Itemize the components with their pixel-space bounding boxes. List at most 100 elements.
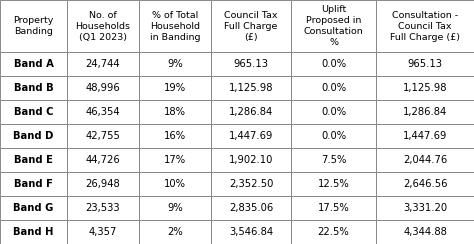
Bar xyxy=(0,220,67,244)
Text: Band G: Band G xyxy=(13,203,54,213)
Text: 23,533: 23,533 xyxy=(86,203,120,213)
Text: 2%: 2% xyxy=(167,227,183,237)
Bar xyxy=(67,220,139,244)
Bar xyxy=(139,100,211,124)
Bar xyxy=(67,76,139,100)
Text: 26,948: 26,948 xyxy=(86,179,120,189)
Text: No. of
Households
(Q1 2023): No. of Households (Q1 2023) xyxy=(75,11,130,42)
Bar xyxy=(291,220,376,244)
Text: 17%: 17% xyxy=(164,155,186,165)
Bar xyxy=(376,196,474,220)
Bar xyxy=(67,100,139,124)
Text: 2,646.56: 2,646.56 xyxy=(403,179,447,189)
Bar xyxy=(291,148,376,172)
Text: 965.13: 965.13 xyxy=(408,60,443,70)
Text: 1,125.98: 1,125.98 xyxy=(229,83,273,93)
Text: 16%: 16% xyxy=(164,131,186,141)
Text: 0.0%: 0.0% xyxy=(321,107,346,117)
Text: 3,546.84: 3,546.84 xyxy=(229,227,273,237)
Text: Uplift
Proposed in
Consultation
%: Uplift Proposed in Consultation % xyxy=(304,5,364,47)
Bar xyxy=(0,124,67,148)
Text: 19%: 19% xyxy=(164,83,186,93)
Bar xyxy=(291,172,376,196)
Text: Band H: Band H xyxy=(13,227,54,237)
Bar xyxy=(0,52,67,76)
Text: 44,726: 44,726 xyxy=(86,155,120,165)
Bar xyxy=(376,100,474,124)
Text: % of Total
Household
in Banding: % of Total Household in Banding xyxy=(150,11,201,42)
Bar xyxy=(211,100,291,124)
Text: 22.5%: 22.5% xyxy=(318,227,349,237)
Bar xyxy=(0,148,67,172)
Bar xyxy=(211,52,291,76)
Text: 2,044.76: 2,044.76 xyxy=(403,155,447,165)
Bar xyxy=(291,100,376,124)
Bar xyxy=(139,76,211,100)
Bar xyxy=(211,172,291,196)
Text: 2,835.06: 2,835.06 xyxy=(229,203,273,213)
Bar xyxy=(211,0,291,52)
Bar xyxy=(211,148,291,172)
Text: 42,755: 42,755 xyxy=(86,131,120,141)
Bar xyxy=(291,76,376,100)
Text: Band C: Band C xyxy=(14,107,53,117)
Bar xyxy=(67,172,139,196)
Text: Council Tax
Full Charge
(£): Council Tax Full Charge (£) xyxy=(224,11,278,42)
Text: 1,902.10: 1,902.10 xyxy=(229,155,273,165)
Text: 18%: 18% xyxy=(164,107,186,117)
Bar xyxy=(139,124,211,148)
Text: 965.13: 965.13 xyxy=(234,60,269,70)
Bar xyxy=(0,0,67,52)
Text: Band D: Band D xyxy=(13,131,54,141)
Text: 1,447.69: 1,447.69 xyxy=(403,131,447,141)
Bar xyxy=(0,100,67,124)
Text: 48,996: 48,996 xyxy=(86,83,120,93)
Bar xyxy=(376,148,474,172)
Bar xyxy=(139,196,211,220)
Bar xyxy=(211,124,291,148)
Bar xyxy=(291,52,376,76)
Bar xyxy=(0,172,67,196)
Bar xyxy=(139,172,211,196)
Text: 12.5%: 12.5% xyxy=(318,179,349,189)
Text: Band E: Band E xyxy=(14,155,53,165)
Bar xyxy=(67,124,139,148)
Bar xyxy=(291,0,376,52)
Bar xyxy=(211,76,291,100)
Text: 1,286.84: 1,286.84 xyxy=(229,107,273,117)
Bar xyxy=(376,220,474,244)
Bar xyxy=(211,220,291,244)
Bar xyxy=(0,76,67,100)
Bar xyxy=(67,0,139,52)
Text: 1,447.69: 1,447.69 xyxy=(229,131,273,141)
Bar xyxy=(139,52,211,76)
Text: 10%: 10% xyxy=(164,179,186,189)
Text: 2,352.50: 2,352.50 xyxy=(229,179,273,189)
Bar xyxy=(139,0,211,52)
Text: 17.5%: 17.5% xyxy=(318,203,349,213)
Text: 24,744: 24,744 xyxy=(86,60,120,70)
Text: 0.0%: 0.0% xyxy=(321,83,346,93)
Text: Band A: Band A xyxy=(14,60,54,70)
Text: Consultation -
Council Tax
Full Charge (£): Consultation - Council Tax Full Charge (… xyxy=(390,11,460,42)
Bar xyxy=(67,52,139,76)
Text: 1,125.98: 1,125.98 xyxy=(403,83,447,93)
Bar xyxy=(0,196,67,220)
Text: 0.0%: 0.0% xyxy=(321,131,346,141)
Text: Band F: Band F xyxy=(14,179,53,189)
Text: 1,286.84: 1,286.84 xyxy=(403,107,447,117)
Text: 9%: 9% xyxy=(167,60,183,70)
Text: 3,331.20: 3,331.20 xyxy=(403,203,447,213)
Bar xyxy=(291,124,376,148)
Text: Band B: Band B xyxy=(14,83,53,93)
Bar xyxy=(376,76,474,100)
Text: Property
Banding: Property Banding xyxy=(13,16,54,36)
Text: 4,357: 4,357 xyxy=(89,227,117,237)
Bar xyxy=(376,124,474,148)
Bar xyxy=(376,0,474,52)
Bar xyxy=(211,196,291,220)
Text: 0.0%: 0.0% xyxy=(321,60,346,70)
Bar xyxy=(376,172,474,196)
Bar xyxy=(67,148,139,172)
Bar xyxy=(291,196,376,220)
